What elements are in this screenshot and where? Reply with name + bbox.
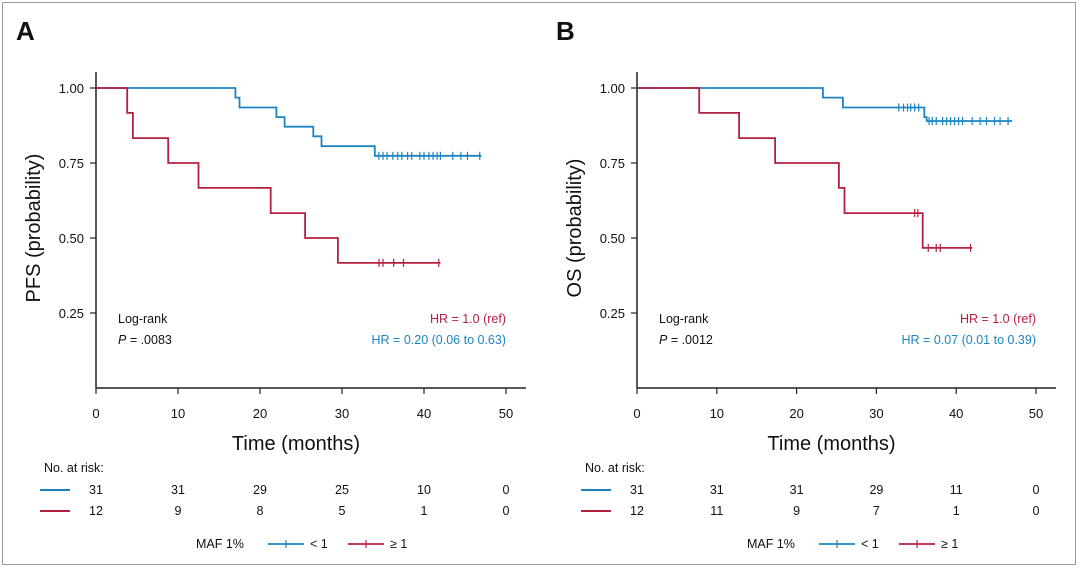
risk-count: 10 [417,483,431,497]
log-rank-label: Log-rank [659,312,709,326]
y-tick-label: 0.75 [600,156,625,171]
x-axis-title: Time (months) [232,433,360,455]
risk-count: 12 [630,504,644,518]
x-tick-label: 20 [789,406,803,421]
legend-entry-high: ≥ 1 [390,537,407,551]
risk-count: 25 [335,483,349,497]
risk-count: 1 [421,504,428,518]
risk-count: 1 [953,504,960,518]
risk-count: 31 [89,483,103,497]
p-value: = .0083 [126,333,172,347]
risk-count: 29 [869,483,883,497]
y-tick-label: 0.25 [600,306,625,321]
panel-letter: B [556,16,575,46]
y-tick-label: 0.75 [59,156,84,171]
risk-count: 0 [503,504,510,518]
x-tick-label: 30 [869,406,883,421]
y-tick-label: 0.50 [59,231,84,246]
hr-ref-label: HR = 1.0 (ref) [430,312,506,326]
x-tick-label: 50 [499,406,513,421]
x-tick-label: 10 [171,406,185,421]
risk-count: 5 [339,504,346,518]
risk-count: 8 [257,504,264,518]
y-axis-title: PFS (probability) [23,154,45,303]
legend-entry-low: < 1 [310,537,328,551]
risk-table-title: No. at risk: [585,461,645,475]
km-curve-high [96,87,441,264]
y-tick-label: 0.50 [600,231,625,246]
risk-count: 11 [710,504,723,518]
risk-count: 9 [175,504,182,518]
y-axis-title: OS (probability) [564,159,586,298]
risk-count: 29 [253,483,267,497]
p-value: = .0012 [667,333,713,347]
x-tick-label: 40 [417,406,431,421]
p-symbol: P [659,333,668,347]
risk-count: 12 [89,504,103,518]
hr-low-label: HR = 0.07 (0.01 to 0.39) [902,333,1036,347]
legend-title: MAF 1% [747,537,795,551]
risk-count: 0 [1033,504,1040,518]
p-value-text: P = .0083 [118,333,172,347]
legend-entry-low: < 1 [861,537,879,551]
hr-low-label: HR = 0.20 (0.06 to 0.63) [372,333,506,347]
risk-table-title: No. at risk: [44,461,104,475]
x-tick-label: 0 [633,406,640,421]
risk-count: 31 [790,483,804,497]
risk-count: 11 [950,483,963,497]
risk-count: 31 [710,483,724,497]
x-axis-title: Time (months) [767,433,895,455]
risk-count: 0 [503,483,510,497]
log-rank-label: Log-rank [118,312,168,326]
legend-entry-high: ≥ 1 [941,537,958,551]
p-symbol: P [118,333,127,347]
y-tick-label: 1.00 [59,81,84,96]
x-tick-label: 0 [92,406,99,421]
y-tick-label: 1.00 [600,81,625,96]
legend-title: MAF 1% [196,537,244,551]
km-curve-low [637,87,1013,122]
risk-count: 31 [171,483,185,497]
panel-letter: A [16,16,35,46]
km-curve-high [637,87,973,249]
x-tick-label: 40 [949,406,963,421]
risk-count: 9 [793,504,800,518]
y-tick-label: 0.25 [59,306,84,321]
x-tick-label: 20 [253,406,267,421]
hr-ref-label: HR = 1.0 (ref) [960,312,1036,326]
risk-count: 31 [630,483,644,497]
x-tick-label: 30 [335,406,349,421]
x-tick-label: 10 [710,406,724,421]
risk-count: 7 [873,504,880,518]
x-tick-label: 50 [1029,406,1043,421]
risk-count: 0 [1033,483,1040,497]
p-value-text: P = .0012 [659,333,713,347]
km-curve-low [96,87,482,157]
